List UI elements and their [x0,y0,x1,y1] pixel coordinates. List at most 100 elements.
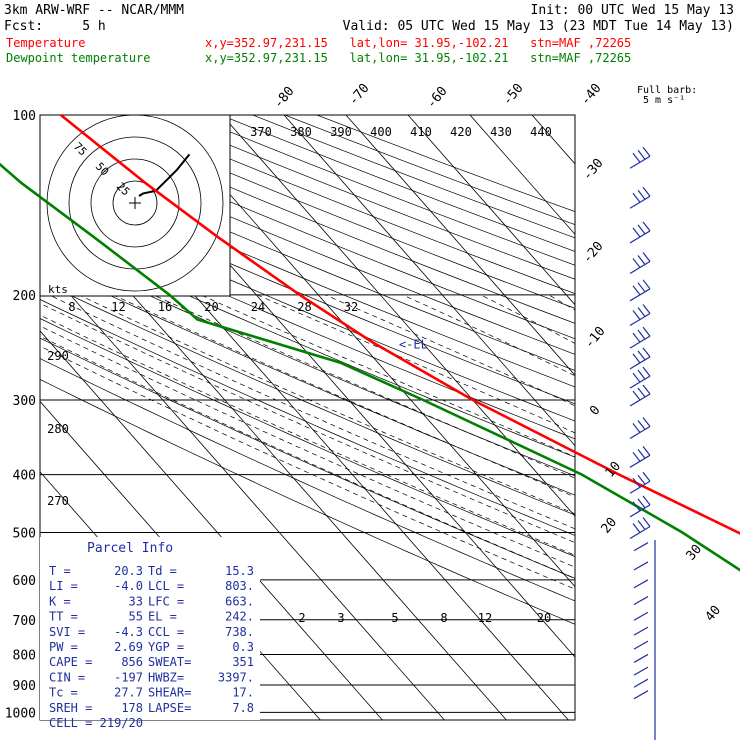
wind-barb [629,471,651,494]
dewpoint-trace [0,162,740,572]
parcel-label: SWEAT= [148,655,191,669]
wind-barb [629,326,651,349]
parcel-value: 242. [225,610,254,624]
parcel-value: 3397. [218,670,254,684]
isotherm-line [40,259,445,720]
theta-label: 440 [530,125,552,139]
dry-adiabat [40,164,575,388]
header-model: 3km ARW-WRF -- NCAR/MMM [4,3,184,18]
isotherm-label: -80 [271,84,298,112]
parcel-label: YGP = [148,640,184,654]
dry-adiabat [40,245,575,477]
parcel-value: 178 [121,701,143,715]
wind-barb-flag [637,448,646,459]
hodograph-speed-label: 20 [204,300,218,314]
wind-barb-lower [633,561,649,571]
wind-barb-flag [637,387,646,398]
wind-barb [629,279,651,302]
dry-adiabat [40,337,575,579]
hodograph-ring [90,158,180,248]
wind-barb-flag [642,384,651,395]
mixing-ratio-label: 20 [537,611,551,625]
isotherm-line [221,115,575,517]
moist-adiabat [40,314,575,556]
wind-barb-flag [637,520,646,530]
moist-adiabat [40,302,575,543]
wind-barb-lower [633,640,649,650]
parcel-value: 2.69 [114,640,143,654]
isotherm-label: -10 [582,324,609,352]
wind-barb-flag [632,451,641,462]
hodograph-speed-label: 12 [111,300,125,314]
dry-adiabat [40,195,575,422]
temperature-trace [59,113,740,535]
level-annotation: <-EL [399,337,428,351]
theta-label: 420 [450,125,472,139]
theta-label: 410 [410,125,432,139]
wind-barb-flag [637,189,646,200]
parcel-label: LI = [49,579,78,593]
wind-barb-flag [642,517,651,527]
wind-barb-flag [642,326,651,337]
dry-adiabat [40,318,575,557]
legend-temperature-info: x,y=352.97,231.15 lat,lon= 31.95,-102.21… [205,36,631,50]
isotherm-line [656,115,740,720]
isotherm-line [718,115,740,720]
isotherm-line [345,115,575,376]
moist-adiabat [40,335,575,579]
theta-label: 390 [330,125,352,139]
wind-barb-flag [632,310,641,320]
barb-legend-line2: 5 m s⁻¹ [643,95,685,106]
wind-barb-flag [637,329,646,340]
wind-barb-flag [637,369,646,380]
parcel-value: 17. [232,686,254,700]
isotherm-label: 40 [703,603,725,625]
wind-barb-lower [633,690,649,700]
moist-adiabat [112,294,575,498]
isotherm-label: -70 [346,81,373,109]
pressure-label: 100 [13,109,36,124]
isotherm-label: 20 [599,515,621,537]
wind-barb [629,495,651,518]
wind-barb-flag [637,149,646,160]
parcel-label: LAPSE= [148,701,191,715]
wind-barb [629,366,651,389]
pressure-label: 900 [13,679,36,694]
header-init: Init: 00 UTC Wed 15 May 13 [531,3,735,18]
wind-barb [629,221,651,244]
header-forecast: Fcst: 5 h [4,19,106,34]
wind-barb-flag [637,224,646,235]
wind-barb [629,347,651,370]
wind-barb [629,304,651,327]
wind-barb-lower [633,611,649,621]
parcel-value: -4.0 [114,579,143,593]
moist-adiabat [200,294,575,458]
wind-barb-flag [637,350,646,361]
dry-adiabat [40,228,575,458]
wind-barb-flag [642,495,651,506]
parcel-value: 0.3 [232,640,254,654]
isotherm-label: -60 [424,84,451,112]
barb-legend-line1: Full barb: [637,85,697,96]
theta-label: 380 [290,125,312,139]
parcel-label: T = [49,564,71,578]
isotherm-label: -20 [580,239,607,267]
parcel-value: 738. [225,625,254,639]
theta-label-left: 290 [47,349,69,363]
dry-adiabat [40,179,575,405]
parcel-label: CELL = [49,716,92,730]
parcel-panel-bg [40,537,260,720]
wind-barb-lower [633,653,649,663]
wind-barb-flag [632,390,641,401]
legend-temperature: Temperature [6,36,85,50]
theta-label: 400 [370,125,392,139]
parcel-label: LCL = [148,579,184,593]
wind-barb-flag [637,307,646,317]
wind-barb-flag [632,423,641,433]
wind-barb [629,445,651,468]
isotherm-line [283,115,575,447]
legend-dewpoint-info: x,y=352.97,231.15 lat,lon= 31.95,-102.21… [205,51,631,65]
pressure-label: 300 [13,394,36,409]
isotherm-label: 0 [587,403,604,419]
